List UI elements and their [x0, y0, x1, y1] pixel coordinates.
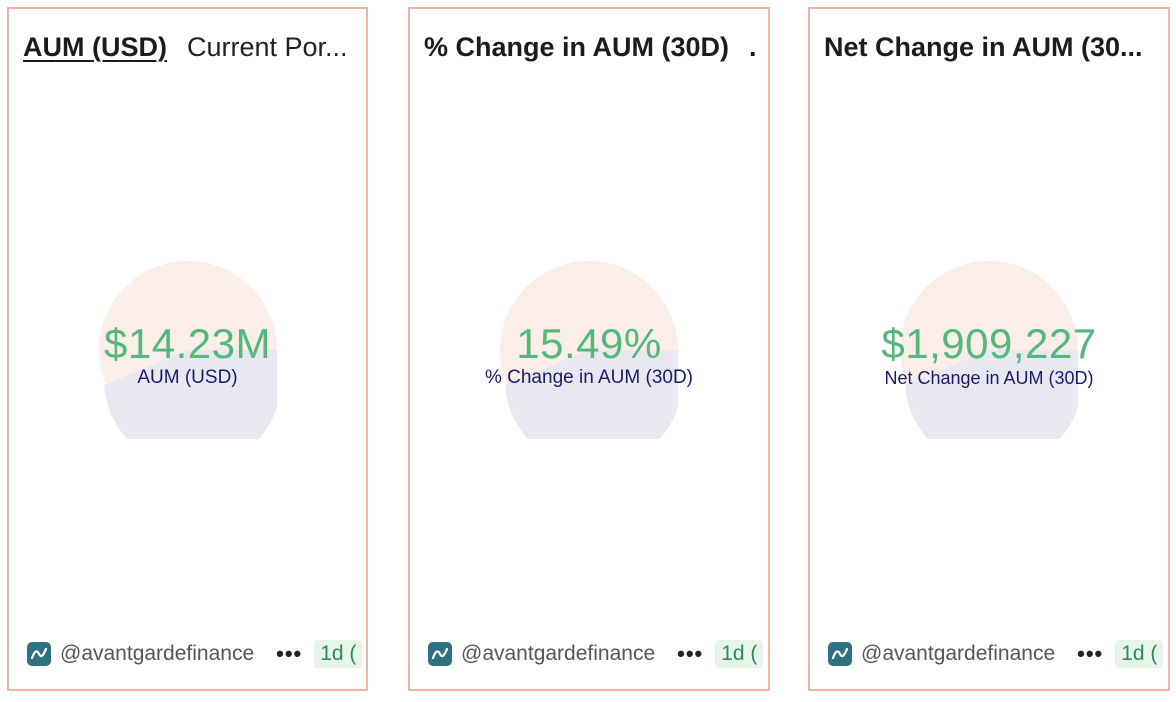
aum-usd-card: AUM (USD) Current Por... $14.23M AUM (US… [7, 7, 368, 691]
more-options-button[interactable]: ••• [1077, 641, 1104, 666]
card-footer: @avantgardefinance ••• 1d ( [428, 639, 768, 669]
card-title: % Change in AUM (30D) [424, 31, 730, 62]
counter-value: $14.23M [104, 320, 271, 367]
counter-visualization: $1,909,227 Net Change in AUM (30D) [810, 261, 1168, 441]
card-title: Net Change in AUM (30... [824, 31, 1143, 62]
chart-wave-icon[interactable] [428, 642, 452, 666]
counter-label: Net Change in AUM (30D) [884, 368, 1094, 388]
card-title-overflow: . [749, 31, 757, 62]
card-footer: @avantgardefinance ••• 1d ( [828, 639, 1168, 669]
card-header: % Change in AUM (30D) . [424, 27, 768, 67]
background-pie [98, 261, 277, 439]
chart-wave-icon[interactable] [828, 642, 852, 666]
counter: $1,909,227 Net Change in AUM (30D) [810, 321, 1168, 389]
refresh-badge[interactable]: 1d ( [715, 640, 764, 668]
refresh-badge[interactable]: 1d ( [314, 640, 363, 668]
tab-aum-usd[interactable]: AUM (USD) [23, 31, 167, 62]
tab-current-portfolio[interactable]: Current Por... [186, 31, 348, 62]
refresh-badge[interactable]: 1d ( [1115, 640, 1164, 668]
counter: 15.49% % Change in AUM (30D) [410, 321, 768, 389]
counter-label: AUM (USD) [137, 367, 238, 388]
net-change-aum-card: Net Change in AUM (30... $1,909,227 Net … [808, 7, 1170, 691]
pct-change-aum-card: % Change in AUM (30D) . 15.49% % Change … [408, 7, 770, 691]
more-options-button[interactable]: ••• [677, 641, 704, 666]
card-footer: @avantgardefinance ••• 1d ( [27, 639, 366, 669]
background-pie [900, 261, 1078, 439]
chart-wave-icon[interactable] [27, 642, 51, 666]
more-options-button[interactable]: ••• [276, 641, 303, 666]
background-pie [500, 261, 678, 439]
counter-value: 15.49% [516, 320, 662, 367]
counter-value: $1,909,227 [881, 320, 1097, 367]
counter-visualization: 15.49% % Change in AUM (30D) [410, 261, 768, 441]
author-link[interactable]: @avantgardefinance [861, 642, 1056, 665]
counter-visualization: $14.23M AUM (USD) [9, 261, 366, 441]
card-header: AUM (USD) Current Por... [23, 27, 366, 67]
card-header: Net Change in AUM (30... [824, 27, 1168, 67]
counter: $14.23M AUM (USD) [9, 321, 366, 389]
author-link[interactable]: @avantgardefinance [461, 642, 656, 665]
counter-label: % Change in AUM (30D) [484, 367, 694, 388]
author-link[interactable]: @avantgardefinance [60, 642, 255, 665]
